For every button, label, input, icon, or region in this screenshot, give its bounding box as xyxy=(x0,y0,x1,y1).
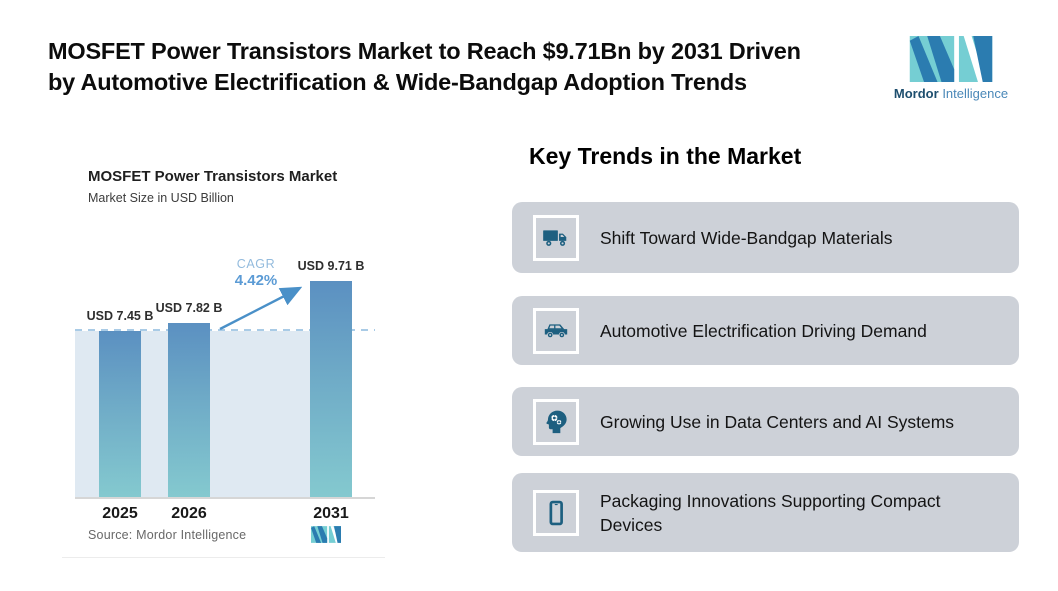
x-axis: 2025 2026 2031 xyxy=(75,505,375,525)
bar-value-label: USD 7.45 B xyxy=(86,309,154,323)
trend-card-packaging: Packaging Innovations Supporting Compact… xyxy=(512,473,1019,552)
growth-arrow-icon xyxy=(219,286,303,331)
trend-icon-tile xyxy=(533,214,579,261)
trend-label: Packaging Innovations Supporting Compact… xyxy=(600,490,941,535)
trend-card-wide-bandgap: Shift Toward Wide-Bandgap Materials xyxy=(512,202,1019,273)
trend-label: Growing Use in Data Centers and AI Syste… xyxy=(600,411,955,432)
cagr-annotation: CAGR 4.42% xyxy=(235,257,278,289)
page-title-line-2: by Automotive Electrification & Wide-Ban… xyxy=(48,69,747,95)
bar-chart-plot: USD 7.45 B USD 7.82 B USD 9.71 B CAGR 4.… xyxy=(75,245,375,499)
car-icon xyxy=(544,323,568,337)
chart-subtitle: Market Size in USD Billion xyxy=(88,191,234,205)
x-axis-label: 2031 xyxy=(313,505,349,522)
x-axis-label: 2025 xyxy=(102,505,138,522)
page-title-line-1: MOSFET Power Transistors Market to Reach… xyxy=(48,38,801,64)
trend-icon-tile xyxy=(533,398,579,445)
brand-name: Mordor Intelligence xyxy=(893,86,1009,101)
trends-heading: Key Trends in the Market xyxy=(529,143,802,169)
brand-logo-mini-icon xyxy=(311,526,341,543)
trend-icon-tile xyxy=(533,489,579,536)
trend-label: Shift Toward Wide-Bandgap Materials xyxy=(600,227,893,248)
brand-name-primary: Mordor xyxy=(893,86,939,101)
source-note: Source: Mordor Intelligence xyxy=(88,527,247,542)
reference-dashed-line xyxy=(75,329,375,331)
bar-value-label: USD 7.82 B xyxy=(155,301,223,315)
truck-icon xyxy=(543,229,567,246)
trend-label: Automotive Electrification Driving Deman… xyxy=(600,320,927,341)
trend-card-automotive: Automotive Electrification Driving Deman… xyxy=(512,296,1019,365)
x-axis-label: 2026 xyxy=(171,505,207,522)
brand-logo: Mordor Intelligence xyxy=(893,36,1009,101)
bar-value-label: USD 9.71 B xyxy=(297,259,365,273)
trend-card-data-centers-ai: Growing Use in Data Centers and AI Syste… xyxy=(512,387,1019,456)
head-gears-icon xyxy=(546,410,567,433)
bar-2026 xyxy=(168,323,210,497)
bar-2031 xyxy=(310,281,352,497)
bar-2025 xyxy=(99,331,141,497)
market-chart-card: MOSFET Power Transistors Market Market S… xyxy=(62,145,385,558)
cagr-label: CAGR xyxy=(236,257,276,271)
cagr-value: 4.42% xyxy=(234,272,278,289)
page-title: MOSFET Power Transistors Market to Reach… xyxy=(48,36,888,98)
smartphone-icon xyxy=(549,500,563,525)
trend-icon-tile xyxy=(533,307,579,354)
chart-title: MOSFET Power Transistors Market xyxy=(88,168,338,185)
brand-logo-icon xyxy=(909,36,993,82)
chart-footer: Source: Mordor Intelligence xyxy=(88,526,341,543)
brand-name-secondary: Intelligence xyxy=(942,86,1009,101)
